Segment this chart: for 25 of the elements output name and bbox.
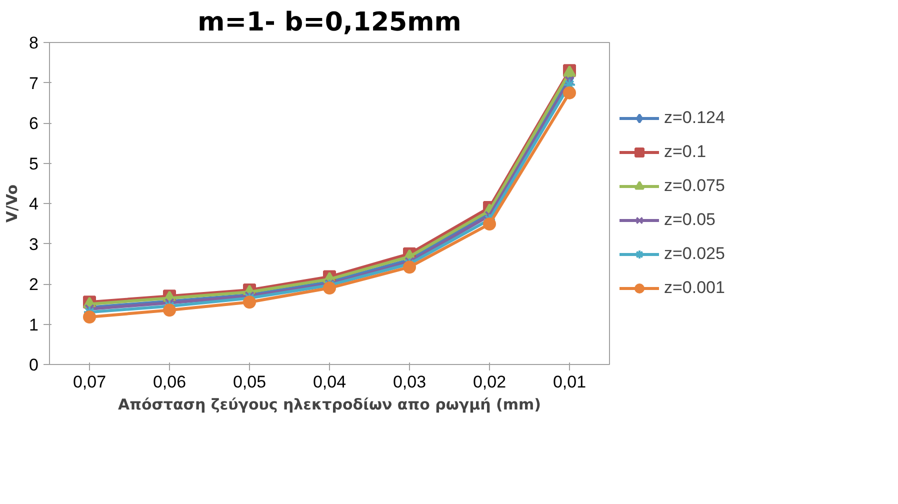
y-tick-label: 1 xyxy=(29,315,39,334)
x-tick-label: 0,04 xyxy=(312,372,346,392)
chart-title: m=1- b=0,125mm xyxy=(198,8,462,38)
x-tick-label: 0,07 xyxy=(72,372,106,392)
legend-label: z=0.1 xyxy=(664,142,706,162)
x-tick-label: 0,02 xyxy=(472,372,506,392)
y-tick-label: 0 xyxy=(29,356,39,374)
x-axis-title: Απόσταση ζεύγους ηλεκτροδίων απο ρωγμή (mm) xyxy=(118,396,542,414)
x-tick-label: 0,01 xyxy=(552,372,586,392)
y-tick-label: 8 xyxy=(29,34,39,52)
y-tick-label: 3 xyxy=(29,234,39,254)
y-axis-title: V/Vo xyxy=(3,184,22,223)
legend-label: z=0.05 xyxy=(664,210,716,230)
legend-label: z=0.025 xyxy=(664,244,725,264)
y-tick-label: 5 xyxy=(29,154,39,174)
legend-label: z=0.124 xyxy=(664,108,725,128)
y-tick-label: 4 xyxy=(29,194,39,214)
y-tick-label: 6 xyxy=(29,114,39,133)
legend-label: z=0.001 xyxy=(664,278,725,298)
x-tick-label: 0,03 xyxy=(392,372,426,392)
y-tick-label: 2 xyxy=(29,275,39,294)
legend-label: z=0.075 xyxy=(664,176,725,196)
x-tick-label: 0,06 xyxy=(152,372,186,392)
x-tick-label: 0,05 xyxy=(232,372,266,392)
y-tick-label: 7 xyxy=(29,74,39,93)
